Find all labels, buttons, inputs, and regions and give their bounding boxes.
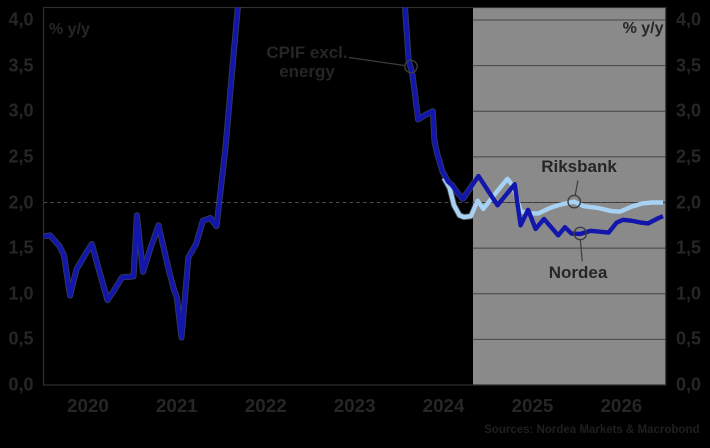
y-axis-unit-label-left: % y/y [49, 20, 90, 38]
forecast-band-group [473, 7, 666, 385]
y-tick-label-right-3,0: 3,0 [676, 100, 702, 121]
y-tick-label-right-1,5: 1,5 [676, 237, 702, 258]
y-tick-label-left-4,0: 4,0 [8, 9, 34, 30]
series-line-cpif-nordea [43, 7, 664, 340]
y-tick-label-right-0,0: 0,0 [676, 374, 702, 395]
y-tick-label-left-0,5: 0,5 [8, 328, 34, 349]
y-axis-unit-label-right: % y/y [622, 19, 664, 37]
series-label-riksbank: Riksbank [541, 157, 617, 176]
x-tick-label-2024: 2024 [422, 395, 465, 416]
callout-line-nordea [579, 239, 583, 262]
annotation-markers-group [348, 56, 588, 262]
callout-line-riksbank [574, 180, 579, 196]
y-tick-label-left-0,0: 0,0 [8, 374, 34, 395]
y-tick-label-left-3,5: 3,5 [8, 55, 34, 76]
x-tick-label-2022: 2022 [244, 395, 287, 416]
y-tick-label-right-2,5: 2,5 [676, 146, 702, 167]
y-tick-label-right-4,0: 4,0 [676, 9, 702, 30]
series-label-cpif-line1: CPIF excl. [266, 43, 348, 62]
callout-line-cpif [348, 56, 405, 67]
callout-circle-riksbank [567, 194, 582, 209]
y-tick-label-left-2,5: 2,5 [8, 146, 34, 167]
y-tick-label-left-3,0: 3,0 [8, 100, 34, 121]
series-label-cpif: CPIF excl. energy [266, 43, 348, 82]
axis-frame [42, 6, 667, 386]
callout-circle-cpif [404, 59, 418, 74]
x-tick-label-2025: 2025 [511, 395, 554, 416]
series-label-nordea: Nordea [548, 263, 608, 282]
series-label-cpif-line2: energy [279, 61, 335, 81]
x-tick-label-2020: 2020 [67, 395, 109, 416]
x-tick-label-2023: 2023 [333, 395, 376, 416]
series-lines-group [43, 7, 664, 341]
y-tick-label-right-3,5: 3,5 [676, 55, 702, 76]
y-tick-label-right-1,0: 1,0 [676, 283, 702, 304]
y-tick-label-right-0,5: 0,5 [676, 328, 702, 349]
series-line-riksbank [442, 176, 663, 220]
axis-frame-group [42, 6, 667, 386]
y-tick-label-left-1,5: 1,5 [8, 237, 34, 258]
x-tick-label-2026: 2026 [600, 395, 643, 416]
forecast-band [473, 7, 666, 385]
source-note: Sources: Nordea Markets & Macrobond [484, 424, 700, 436]
y-tick-label-right-2,0: 2,0 [676, 192, 702, 212]
callout-circle-nordea [573, 226, 588, 241]
y-tick-label-left-2,0: 2,0 [8, 192, 34, 212]
gridlines-group [473, 19, 666, 340]
x-tick-label-2021: 2021 [155, 395, 198, 416]
y-tick-label-left-1,0: 1,0 [8, 283, 34, 304]
